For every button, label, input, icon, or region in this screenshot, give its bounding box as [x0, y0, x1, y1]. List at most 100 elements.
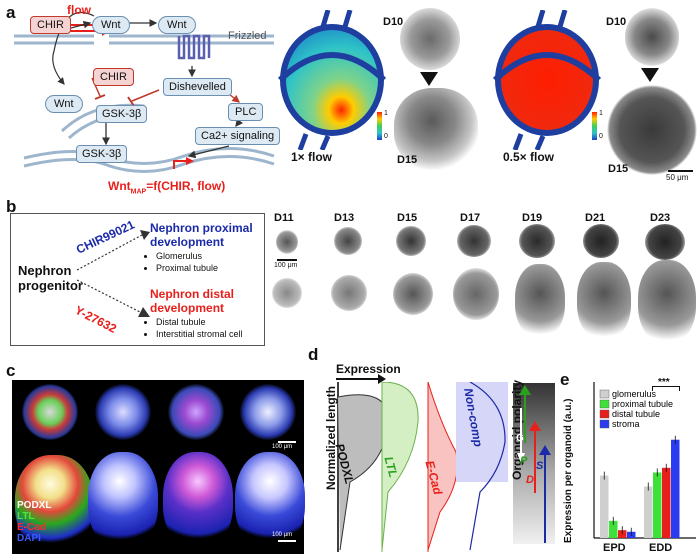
x-tick-epd: EPD — [603, 542, 626, 554]
fluor-bottom-ltl-ecad — [163, 452, 233, 550]
ca-signaling-node: Ca2+ signaling — [195, 127, 281, 145]
equation-rest: =f(CHIR, flow) — [146, 179, 226, 193]
chir-top-node: CHIR — [30, 16, 71, 34]
fluor-top-podxl — [240, 384, 296, 440]
scale-bar-c-top — [278, 441, 296, 443]
scale-bar-c-bottom-label: 100 μm — [272, 532, 293, 538]
proximal-item: Glomerulus — [156, 250, 218, 262]
organoid-proximal-d13 — [334, 227, 362, 255]
dishevelled-node: Dishevelled — [163, 78, 232, 96]
nephron-progenitor-label: Nephron progenitor — [18, 263, 83, 293]
down-arrow-1x — [420, 72, 438, 86]
gsk-cyto-node: GSK-3β — [96, 105, 148, 123]
fluor-legend: PODXL LTL E-Cad DAPI — [17, 500, 51, 544]
wnt-top-node: Wnt — [92, 16, 130, 34]
legend-swatch-stroma — [599, 419, 610, 429]
nephron-box — [10, 213, 265, 346]
bar-epd-glomerulus — [600, 475, 609, 538]
legend-ecad: E-Cad — [17, 522, 46, 533]
wnt-receptor-node: Wnt — [158, 16, 196, 34]
proximal-item: Proximal tubule — [156, 262, 218, 274]
organoid-distal-d19 — [515, 264, 565, 338]
organoid-distal-d23 — [638, 260, 696, 344]
bar-epd-proximal-tubule — [609, 520, 618, 538]
scale-bar-b-label: 100 μm — [274, 262, 298, 269]
colorbar-05x-bottom: 0 — [599, 133, 603, 140]
legend-swatch-distal-tubule — [599, 409, 610, 419]
colorbar-05x — [592, 112, 597, 140]
organoid-proximal-d19 — [519, 224, 555, 258]
simulation-0.5x-flow — [492, 10, 602, 150]
expression-profiles — [337, 382, 508, 552]
fluor-top-dapi — [95, 384, 151, 440]
legend-ltl: LTL — [17, 511, 35, 522]
organoid-distal-d11 — [272, 278, 302, 308]
equation-prefix: Wnt — [108, 179, 131, 193]
legend-entry-distal-tubule: distal tubule — [612, 409, 660, 419]
x-tick-edd: EDD — [649, 542, 673, 554]
day-label: D17 — [460, 212, 481, 224]
proximal-title: Nephron proximal development — [150, 221, 253, 249]
scale-bar-b — [277, 259, 297, 261]
legend-dapi: DAPI — [17, 533, 41, 544]
frizzled-label: Frizzled — [228, 30, 267, 42]
bar-edd-distal-tubule — [662, 467, 671, 538]
organoid-d10-1x — [400, 8, 460, 70]
chir-inside-node: CHIR — [93, 68, 134, 86]
legend-swatch-glomerulus — [599, 389, 610, 399]
distal-title: Nephron distal development — [150, 287, 235, 315]
organoid-distal-d21 — [577, 262, 631, 340]
expression-arrow — [336, 378, 380, 380]
fluor-bottom-dapi — [88, 452, 158, 550]
down-arrow-05x — [641, 68, 659, 82]
organoid-distal-d17 — [453, 268, 499, 320]
wnt-left-node: Wnt — [45, 95, 83, 113]
bar-edd-stroma — [671, 439, 680, 538]
simulation-1x-flow — [277, 10, 387, 150]
organoid-d15-05x — [607, 84, 697, 176]
fluor-bottom-podxl — [235, 452, 305, 550]
organoid-proximal-d17 — [457, 225, 491, 257]
organoid-proximal-d21 — [583, 224, 619, 258]
nephron-branch-lines — [76, 230, 150, 317]
flow-label: flow — [67, 3, 91, 17]
panel-c-letter: c — [6, 361, 16, 380]
scale-bar-a — [668, 170, 693, 172]
gsk-nucleus-node: GSK-3β — [76, 145, 128, 163]
wnt-map-equation: WntMAP=f(CHIR, flow) — [108, 179, 225, 195]
distal-item: Interstitial stromal cell — [156, 328, 243, 340]
day-label: D21 — [585, 212, 606, 224]
fluor-bottom-merged — [15, 455, 93, 551]
flow-05x-label: 0.5× flow — [503, 150, 555, 164]
organoid-proximal-d15 — [396, 226, 426, 256]
distal-item: Distal tubule — [156, 316, 243, 328]
legend-entry-proximal-tubule: proximal tubule — [612, 399, 673, 409]
d10-label-1x: D10 — [383, 16, 404, 28]
polarity-s: S — [536, 460, 544, 472]
expression-label: Expression — [336, 362, 401, 376]
y-axis-label: Expression per organoid (a.u.) — [563, 398, 574, 543]
scale-bar-c-bottom — [278, 540, 296, 542]
organoid-d15-1x — [394, 88, 478, 170]
polarity-p: P — [520, 455, 528, 467]
fluor-top-ltl-ecad — [168, 384, 224, 440]
day-label: D23 — [650, 212, 671, 224]
organoid-distal-d13 — [331, 275, 367, 311]
scale-bar-a-label: 50 μm — [666, 173, 689, 182]
organoid-proximal-d23 — [645, 224, 685, 260]
proximal-list: Glomerulus Proximal tubule — [138, 250, 218, 274]
d10-label-05x: D10 — [606, 16, 627, 28]
colorbar-1x-bottom: 0 — [384, 133, 388, 140]
significance-label: *** — [658, 377, 670, 388]
polarity-d: D — [526, 474, 534, 486]
day-label: D19 — [522, 212, 543, 224]
legend-entry-stroma: stroma — [612, 419, 640, 429]
legend-entry-glomerulus: glomerulus — [612, 389, 657, 399]
colorbar-1x — [377, 112, 382, 140]
flow-1x-label: 1× flow — [291, 150, 333, 164]
organoid-d10-05x — [625, 8, 679, 66]
distal-list: Distal tubule Interstitial stromal cell — [138, 316, 243, 340]
plc-node: PLC — [228, 103, 264, 121]
equation-subscript: MAP — [130, 188, 147, 196]
